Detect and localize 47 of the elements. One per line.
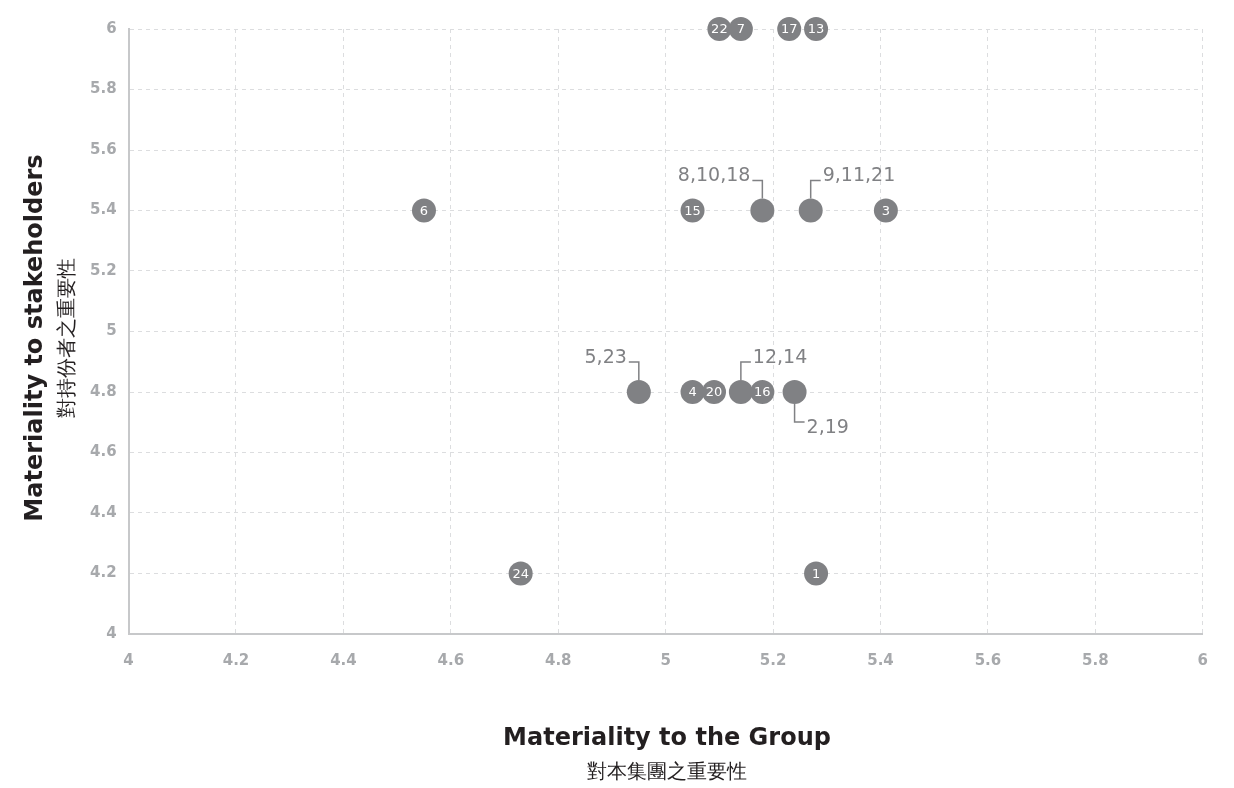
annotation: 1 xyxy=(811,565,821,581)
y-tick-label: 4 xyxy=(106,623,117,642)
annotation: 24 xyxy=(512,565,529,581)
annotation: 6 xyxy=(419,202,429,218)
annotation: 3 xyxy=(881,202,891,218)
y-tick-label: 6 xyxy=(106,18,117,37)
x-tick-label: 4.8 xyxy=(544,650,572,669)
y-tick-label: 4.8 xyxy=(89,381,117,400)
x-tick-label: 5 xyxy=(660,650,671,669)
x-tick-label: 5.2 xyxy=(759,650,787,669)
y-tick-label: 5.2 xyxy=(89,260,117,279)
annotation: 5,23 xyxy=(584,344,627,367)
y-axis-title: Materiality to stakeholders 對持份者之重要性 xyxy=(19,154,79,522)
annotation: 2,19 xyxy=(806,414,849,437)
point xyxy=(728,380,753,404)
x-tick-label: 5.8 xyxy=(1082,650,1109,669)
x-tick-label: 4.6 xyxy=(437,650,465,669)
y-tick-label: 5.8 xyxy=(89,79,117,98)
y-tick-label: 5.4 xyxy=(89,200,117,219)
x-axis-title: Materiality to the Group 對本集團之重要性 xyxy=(502,722,832,785)
annotation: 9,11,21 xyxy=(822,163,896,186)
point xyxy=(750,198,775,223)
point xyxy=(782,380,807,404)
annotation: 7 xyxy=(736,21,746,37)
x-tick-label: 6 xyxy=(1197,650,1208,669)
annotation: 13 xyxy=(807,21,825,37)
y-tick-label: 5 xyxy=(106,321,117,340)
annotation: 20 xyxy=(705,384,723,400)
annotation: 12,14 xyxy=(752,344,808,367)
x-tick-label: 5.6 xyxy=(974,650,1002,669)
y-tick-label: 4.4 xyxy=(89,502,117,521)
annotation: 16 xyxy=(754,384,771,400)
annotation: 15 xyxy=(684,202,701,218)
annotation: 8,10,18 xyxy=(677,163,751,186)
y-tick-label: 4.6 xyxy=(89,442,117,461)
point xyxy=(804,561,829,586)
point xyxy=(626,380,651,404)
x-tick-label: 4.4 xyxy=(330,650,357,669)
y-tick-label: 5.6 xyxy=(89,139,117,158)
annotation: 4 xyxy=(688,384,697,400)
y-tick-label: 4.2 xyxy=(89,563,117,582)
annotation: 17 xyxy=(780,21,798,37)
annotation: 22 xyxy=(711,21,728,37)
x-tick-label: 5.4 xyxy=(867,650,894,669)
point xyxy=(798,198,823,223)
x-tick-label: 4 xyxy=(123,650,134,669)
x-tick-label: 4.2 xyxy=(222,650,250,669)
